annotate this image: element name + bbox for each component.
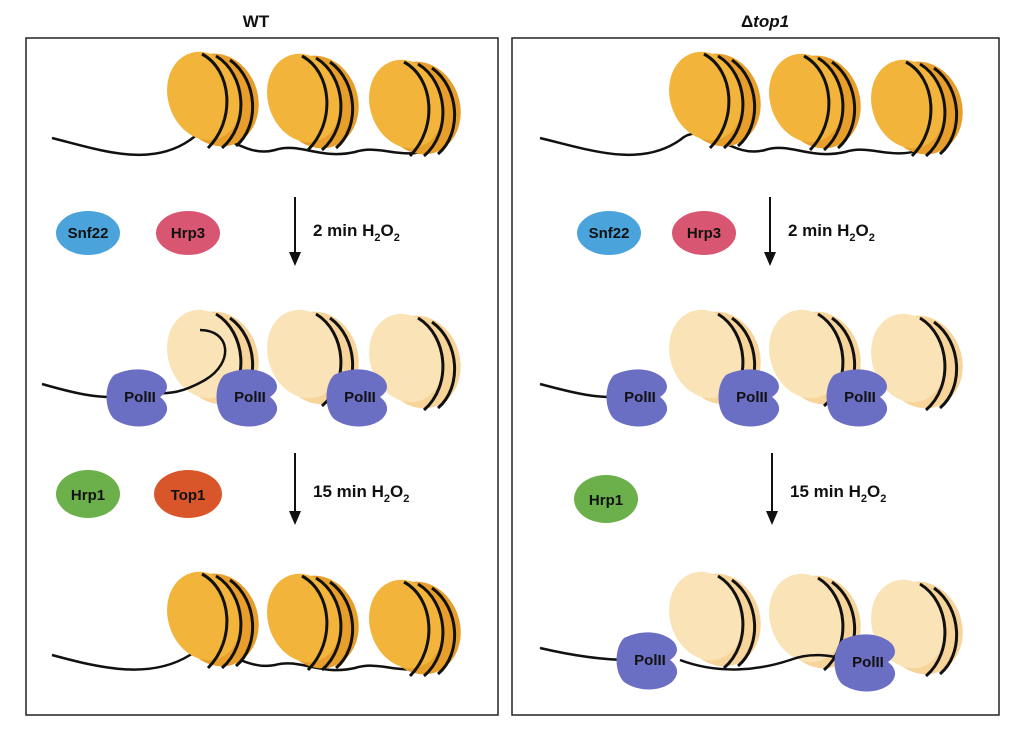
chromatin-row-top1-2min: PolII PolII PolII — [539, 298, 977, 427]
chromatin-row-wt-initial — [51, 40, 475, 167]
factor-hrp3: Hrp3 — [156, 211, 220, 255]
step-label-15min: 15 min H2O2 — [313, 482, 409, 505]
factor-snf22: Snf22 — [56, 211, 120, 255]
svg-text:Hrp3: Hrp3 — [687, 225, 721, 242]
arrow-step-2min — [289, 197, 301, 266]
step-label-2min: 2 min H2O2 — [788, 221, 875, 244]
factor-top1: Top1 — [154, 470, 222, 518]
svg-text:PolII: PolII — [344, 389, 376, 406]
svg-text:Hrp1: Hrp1 — [589, 492, 623, 509]
factor-hrp1: Hrp1 — [56, 470, 120, 518]
svg-text:Snf22: Snf22 — [589, 225, 630, 242]
svg-text:Hrp3: Hrp3 — [171, 225, 205, 242]
svg-text:PolII: PolII — [844, 389, 876, 406]
nucleosome — [254, 562, 373, 681]
nucleosome — [858, 48, 977, 167]
svg-text:PolII: PolII — [634, 652, 666, 669]
nucleosome — [756, 42, 875, 161]
nucleosome-open — [656, 560, 775, 679]
arrow-step-2min — [764, 197, 776, 266]
svg-text:Snf22: Snf22 — [68, 225, 109, 242]
nucleosome — [154, 40, 273, 159]
panel-frame-top1 — [511, 37, 1000, 716]
nucleosome — [356, 48, 475, 167]
arrow-step-15min — [289, 453, 301, 525]
svg-text:PolII: PolII — [234, 389, 266, 406]
panel-title-wt: WT — [242, 12, 270, 31]
gene-name: top1 — [753, 12, 790, 31]
step-label-2min: 2 min H2O2 — [313, 221, 400, 244]
delta-symbol: Δ — [740, 12, 754, 31]
svg-text:Top1: Top1 — [171, 487, 206, 504]
factor-snf22: Snf22 — [577, 211, 641, 255]
nucleosome — [254, 42, 373, 161]
panel-frame-wt — [25, 37, 499, 716]
factor-hrp1: Hrp1 — [574, 475, 638, 523]
factor-hrp3: Hrp3 — [672, 211, 736, 255]
chromatin-row-top1-15min: PolII PolII — [539, 560, 977, 692]
svg-text:PolII: PolII — [124, 389, 156, 406]
nucleosome — [656, 40, 775, 159]
nucleosome — [154, 560, 273, 679]
svg-text:Hrp1: Hrp1 — [71, 487, 105, 504]
panel-title-top1-deletion: Δtop1 — [565, 12, 965, 32]
chromatin-row-top1-initial — [539, 40, 977, 167]
nucleosome — [356, 568, 475, 687]
chromatin-row-wt-2min: PolII PolII PolII — [41, 298, 475, 427]
step-label-15min: 15 min H2O2 — [790, 482, 886, 505]
arrow-step-15min — [766, 453, 778, 525]
svg-text:PolII: PolII — [736, 389, 768, 406]
chromatin-row-wt-15min — [51, 560, 475, 687]
svg-text:PolII: PolII — [624, 389, 656, 406]
svg-text:PolII: PolII — [852, 654, 884, 671]
